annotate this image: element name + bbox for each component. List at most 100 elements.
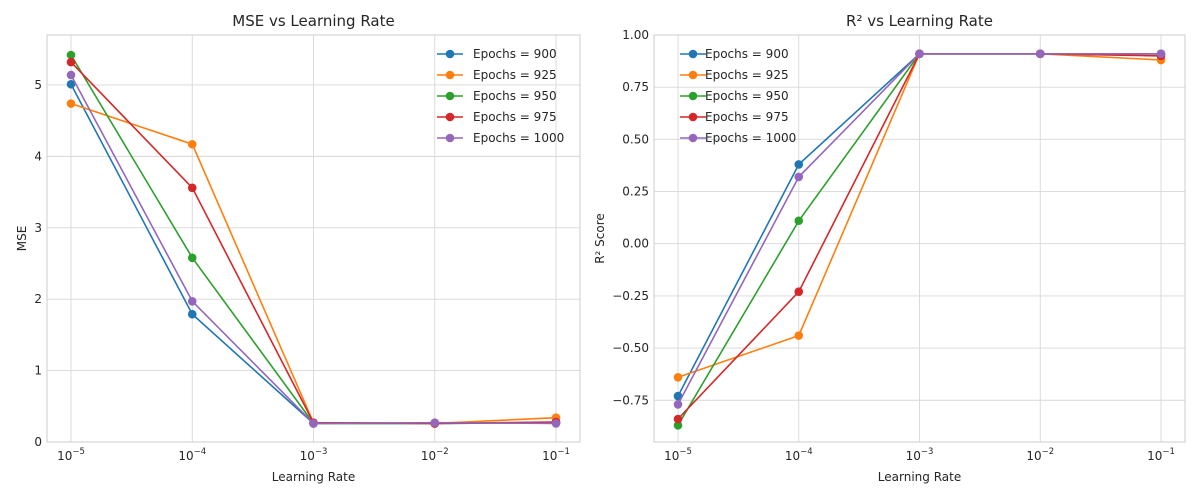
mse-legend-item: Epochs = 1000 xyxy=(437,131,564,145)
mse-legend-marker xyxy=(445,112,455,122)
r2-x-tick-label: 10−3 xyxy=(906,447,934,463)
mse-grid xyxy=(47,35,580,443)
r2-y-tick-label: −0.75 xyxy=(612,393,649,407)
r2-data-point xyxy=(794,216,804,226)
mse-x-tick-label: 10−3 xyxy=(300,447,328,463)
r2-data-point xyxy=(915,49,924,59)
mse-data-point xyxy=(551,419,561,428)
mse-legend-item: Epochs = 975 xyxy=(437,110,557,124)
mse-legend-marker xyxy=(445,91,455,101)
r2-legend-item: Epochs = 950 xyxy=(680,89,789,103)
r2-x-tick-label: 10−2 xyxy=(1026,447,1054,463)
mse-data-point xyxy=(66,50,76,60)
r2-data-point xyxy=(673,414,683,424)
mse-y-ticks: 0 1 2 3 4 5 xyxy=(34,78,42,449)
mse-data-point xyxy=(187,309,197,319)
mse-legend-item: Epochs = 925 xyxy=(437,68,557,82)
mse-x-ticks: 10−5 10−4 10−3 10−2 10−1 xyxy=(57,447,570,463)
r2-x-axis-label: Learning Rate xyxy=(878,470,961,484)
r2-y-tick-label: 0.00 xyxy=(622,237,649,251)
r2-data-point xyxy=(673,372,683,382)
mse-data-point xyxy=(430,418,440,428)
mse-legend-label: Epochs = 925 xyxy=(473,68,557,82)
mse-x-tick-label: 10−2 xyxy=(421,447,449,463)
r2-data-point xyxy=(794,160,804,169)
r2-data-point xyxy=(1035,49,1045,59)
mse-data-point xyxy=(187,297,197,306)
r2-data-point xyxy=(673,400,683,409)
r2-legend-label: Epochs = 925 xyxy=(705,68,789,82)
r2-data-point xyxy=(673,421,683,430)
r2-legend-marker xyxy=(688,91,698,101)
r2-x-tick-label: 10−4 xyxy=(785,447,813,463)
r2-legend-label: Epochs = 975 xyxy=(705,110,789,124)
mse-y-tick-label: 1 xyxy=(34,364,42,378)
mse-y-tick-label: 5 xyxy=(34,78,42,92)
r2-legend-item: Epochs = 925 xyxy=(680,68,789,82)
mse-y-tick-label: 2 xyxy=(34,292,42,306)
r2-data-point xyxy=(1156,49,1166,59)
mse-data-point xyxy=(309,419,318,428)
mse-data-point xyxy=(66,99,76,108)
r2-legend-item: Epochs = 975 xyxy=(680,110,789,124)
mse-data-point xyxy=(66,70,76,80)
r2-plot-frame xyxy=(653,34,1186,443)
mse-y-axis-label: MSE xyxy=(15,226,29,252)
mse-series-layer xyxy=(66,50,561,428)
r2-chart-title: R² vs Learning Rate xyxy=(846,12,993,30)
mse-data-point xyxy=(66,79,76,89)
r2-y-tick-label: 0.75 xyxy=(622,80,649,94)
mse-legend-item: Epochs = 950 xyxy=(437,89,557,103)
mse-chart-title: MSE vs Learning Rate xyxy=(232,12,394,30)
mse-x-tick-label: 10−4 xyxy=(178,447,206,463)
r2-legend-label: Epochs = 1000 xyxy=(705,131,796,145)
r2-chart: −0.75 −0.50 −0.25 0.00 0.25 0.50 0.75 1.00 10−5… xyxy=(593,12,1186,484)
r2-x-tick-label: 10−1 xyxy=(1147,447,1175,463)
r2-series-layer xyxy=(673,49,1166,430)
mse-y-tick-label: 4 xyxy=(34,149,42,163)
r2-legend-item: Epochs = 1000 xyxy=(680,131,796,145)
r2-legend-label: Epochs = 900 xyxy=(705,47,789,61)
r2-y-axis-label: R² Score xyxy=(593,213,607,264)
r2-x-ticks: 10−5 10−4 10−3 10−2 10−1 xyxy=(664,447,1175,463)
r2-y-ticks: −0.75 −0.50 −0.25 0.00 0.25 0.50 0.75 1.00 xyxy=(612,28,649,407)
r2-legend: Epochs = 900 Epochs = 925 Epochs = 950 Epoc… xyxy=(680,47,796,145)
mse-plot-frame xyxy=(46,34,581,443)
mse-x-tick-label: 10−1 xyxy=(542,447,570,463)
r2-y-tick-label: −0.25 xyxy=(612,289,649,303)
mse-data-point xyxy=(66,57,76,67)
r2-legend-marker xyxy=(688,70,698,80)
r2-legend-marker xyxy=(688,49,698,59)
mse-y-tick-label: 0 xyxy=(34,435,42,449)
mse-data-point xyxy=(187,183,197,193)
mse-legend-marker xyxy=(445,133,455,143)
r2-legend-marker xyxy=(688,112,698,122)
r2-x-tick-label: 10−5 xyxy=(664,447,692,463)
r2-data-point xyxy=(794,287,804,297)
r2-data-point xyxy=(794,172,804,182)
r2-y-tick-label: −0.50 xyxy=(612,341,649,355)
mse-data-point xyxy=(187,253,197,263)
r2-legend-marker xyxy=(688,133,698,143)
mse-x-axis-label: Learning Rate xyxy=(272,470,355,484)
r2-series-epochs-1000 xyxy=(673,49,1166,409)
r2-y-tick-label: 1.00 xyxy=(622,28,649,42)
r2-y-tick-label: 0.25 xyxy=(622,185,649,199)
r2-data-point xyxy=(673,391,683,401)
r2-y-tick-label: 0.50 xyxy=(622,132,649,146)
mse-chart: 0 1 2 3 4 5 10−5 10−4 10−3 10−2 10−1 MSE vs Learn… xyxy=(15,12,581,484)
mse-legend-label: Epochs = 900 xyxy=(473,47,557,61)
mse-legend-label: Epochs = 975 xyxy=(473,110,557,124)
mse-legend-marker xyxy=(445,49,455,59)
mse-series-epochs-1000 xyxy=(66,70,561,428)
mse-y-tick-label: 3 xyxy=(34,221,42,235)
mse-x-tick-label: 10−5 xyxy=(57,447,85,463)
mse-legend-marker xyxy=(445,70,455,80)
r2-legend-label: Epochs = 950 xyxy=(705,89,789,103)
r2-data-point xyxy=(794,331,804,340)
mse-legend-label: Epochs = 1000 xyxy=(473,131,564,145)
r2-legend-item: Epochs = 900 xyxy=(680,47,789,61)
mse-legend: Epochs = 900 Epochs = 925 Epochs = 950 Epoc… xyxy=(437,47,564,145)
mse-legend-item: Epochs = 900 xyxy=(437,47,557,61)
